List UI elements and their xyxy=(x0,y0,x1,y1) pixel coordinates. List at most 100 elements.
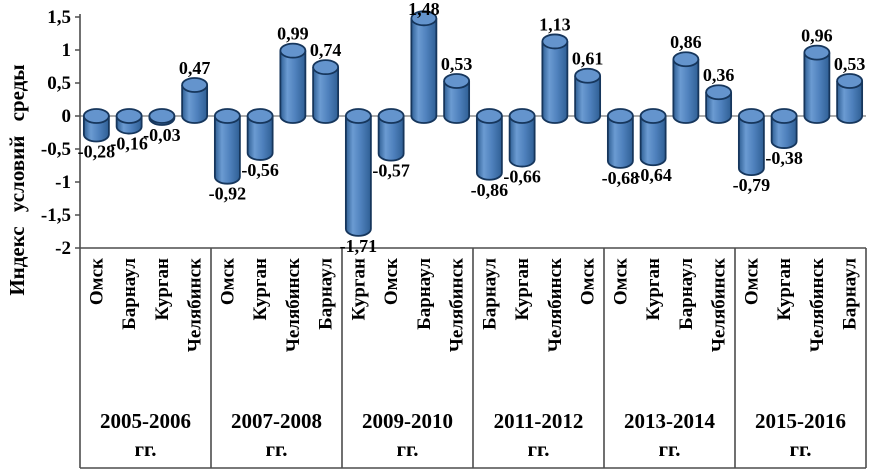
value-label: 0,61 xyxy=(572,49,604,69)
category-label: Челябинск xyxy=(447,258,468,352)
bar-Челябинск xyxy=(705,92,733,124)
bar-Челябинск xyxy=(541,41,569,124)
bar-Челябинск xyxy=(181,84,209,124)
category-label: Челябинск xyxy=(709,258,730,352)
y-tick-label: -1 xyxy=(55,172,71,193)
bar-top-face xyxy=(377,108,405,124)
bar-top-face xyxy=(475,108,503,124)
value-label: -0,57 xyxy=(372,161,410,181)
bar-Курган xyxy=(344,116,372,237)
bar-Курган xyxy=(508,116,536,168)
bar-Курган xyxy=(639,116,667,167)
bar-top-face xyxy=(115,108,143,124)
value-label: 0,99 xyxy=(277,24,309,44)
value-label: -0,79 xyxy=(733,175,771,195)
bar-top-face xyxy=(836,73,864,89)
y-tick-label: 0 xyxy=(62,106,72,127)
value-label: 0,96 xyxy=(801,26,833,46)
value-label: -0,56 xyxy=(241,160,279,180)
y-tick-label: 1,5 xyxy=(47,7,71,28)
category-label: Омск xyxy=(610,258,631,305)
group-period-suffix: гг. xyxy=(659,437,681,461)
bar-group-2011-2012: -0,86 Барнаул -0,66 Курган 1,13 Челябинск 0,61… xyxy=(471,14,604,461)
category-label: Омск xyxy=(381,258,402,305)
category-label: Омск xyxy=(86,258,107,305)
y-tick-label: -0,5 xyxy=(41,139,71,160)
bar-Барнаул xyxy=(836,81,864,124)
group-period-suffix: гг. xyxy=(397,437,419,461)
bar-top-face xyxy=(443,73,471,89)
bar-Курган xyxy=(770,116,798,149)
value-label: -0,92 xyxy=(209,184,247,204)
y-tick-label: 1 xyxy=(62,40,72,61)
value-label: 0,53 xyxy=(441,54,473,74)
bar-Омск xyxy=(606,116,634,169)
bar-Барнаул xyxy=(410,18,438,124)
y-axis-title: Индекс условий среды xyxy=(5,64,29,295)
value-label: -0,66 xyxy=(503,167,541,187)
group-period-suffix: гг. xyxy=(135,437,157,461)
bar-Курган xyxy=(246,116,274,161)
group-period-label: 2015-2016 xyxy=(755,409,846,433)
category-label: Барнаул xyxy=(119,258,140,330)
bar-Омск xyxy=(213,116,241,185)
bar-group-2015-2016: -0,79 Омск -0,38 Курган 0,96 Челябинск 0,53 Бар… xyxy=(733,26,866,461)
bar-Барнаул xyxy=(475,116,503,181)
bar-top-face xyxy=(213,108,241,124)
bar-Барнаул xyxy=(312,67,340,124)
bar-top-face xyxy=(639,108,667,124)
category-label: Омск xyxy=(741,258,762,305)
value-label: 0,53 xyxy=(834,54,866,74)
value-label: -0,64 xyxy=(634,165,672,185)
value-label: -0,68 xyxy=(602,168,640,188)
bar-top-face xyxy=(82,108,110,124)
value-label: 0,86 xyxy=(670,32,702,52)
bar-Омск xyxy=(574,75,602,124)
bar-top-face xyxy=(574,67,602,84)
y-tick-label: -1,5 xyxy=(41,205,71,226)
bar-top-face xyxy=(279,42,307,59)
y-tick-label: -2 xyxy=(55,238,71,259)
bar-group-2005-2006: -0,28 Омск -0,16 Барнаул -0,03 Курган 0,47 Челя… xyxy=(78,58,211,461)
category-label: Барнаул xyxy=(479,258,500,330)
bar-top-face xyxy=(803,44,831,61)
category-label: Курган xyxy=(512,258,533,320)
bar-top-face xyxy=(737,108,765,124)
value-label: 1,48 xyxy=(408,0,440,19)
bar-top-face xyxy=(344,108,372,124)
value-label: -0,86 xyxy=(471,180,509,200)
bar-top-face xyxy=(410,10,438,27)
bar-top-face xyxy=(770,108,798,124)
category-label: Омск xyxy=(578,258,599,305)
bar-Челябинск xyxy=(279,50,307,124)
bar-Омск xyxy=(377,116,405,162)
category-label: Челябинск xyxy=(283,258,304,352)
group-period-suffix: гг. xyxy=(528,437,550,461)
bar-top-face xyxy=(148,108,176,124)
value-label: 1,13 xyxy=(539,14,571,34)
group-period-label: 2011-2012 xyxy=(494,409,584,433)
category-label: Курган xyxy=(152,258,173,320)
group-period-label: 2005-2006 xyxy=(100,409,191,433)
bar-group-2007-2008: -0,92 Омск -0,56 Курган 0,99 Челябинск 0,74 Бар… xyxy=(209,24,342,461)
value-label: -0,28 xyxy=(78,141,116,161)
bar-top-face xyxy=(508,108,536,124)
category-label: Курган xyxy=(348,258,369,320)
category-label: Курган xyxy=(774,258,795,320)
category-label: Барнаул xyxy=(414,258,435,330)
category-label: Барнаул xyxy=(676,258,697,330)
category-label: Барнаул xyxy=(840,258,861,330)
value-label: -0,38 xyxy=(765,148,803,168)
category-label: Челябинск xyxy=(807,258,828,352)
bar-top-face xyxy=(246,108,274,124)
group-period-label: 2009-2010 xyxy=(362,409,453,433)
category-label: Челябинск xyxy=(545,258,566,352)
group-period-label: 2007-2008 xyxy=(231,409,322,433)
bar-Омск xyxy=(737,116,765,177)
bar-group-2013-2014: -0,68 Омск -0,64 Курган 0,86 Барнаул 0,36 Челяб… xyxy=(602,32,735,461)
bar-top-face xyxy=(541,33,569,50)
bar-top-face xyxy=(705,84,733,101)
